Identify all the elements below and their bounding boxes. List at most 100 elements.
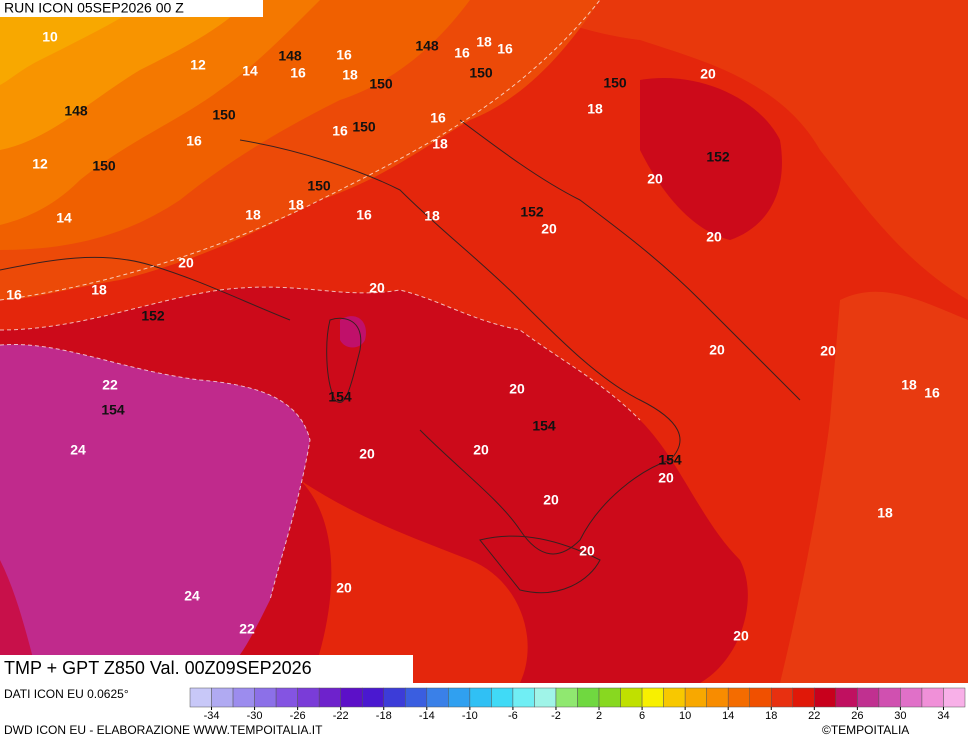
colorbar-box bbox=[792, 687, 815, 708]
colorbar-box bbox=[297, 687, 320, 708]
credit: DWD ICON EU - ELABORAZIONE WWW.TEMPOITAL… bbox=[4, 723, 323, 737]
coast bbox=[459, 119, 801, 401]
colorbar-box bbox=[491, 687, 514, 708]
height-label: 148 bbox=[64, 103, 88, 119]
colorbar-box bbox=[232, 687, 255, 708]
colorbar-box bbox=[749, 687, 772, 708]
temperature-label: 18 bbox=[91, 282, 107, 298]
colorbar-box bbox=[771, 687, 794, 708]
colorbar-box bbox=[706, 687, 729, 708]
temperature-label: 22 bbox=[239, 621, 255, 637]
temperature-label: 16 bbox=[454, 45, 470, 61]
colorbar-box bbox=[254, 687, 277, 708]
temperature-label: 20 bbox=[647, 171, 663, 187]
temperature-label: 20 bbox=[733, 628, 749, 644]
colorbar-box bbox=[878, 687, 901, 708]
temperature-label: 16 bbox=[332, 123, 348, 139]
region bbox=[0, 560, 40, 683]
colorbar-box bbox=[426, 687, 449, 708]
height-label: 154 bbox=[658, 452, 682, 468]
colorbar-box bbox=[534, 687, 557, 708]
region bbox=[0, 344, 310, 683]
temperature-label: 24 bbox=[70, 442, 86, 458]
map-title: TMP + GPT Z850 Val. 00Z09SEP2026 bbox=[4, 658, 312, 678]
colorbar-box bbox=[512, 687, 535, 708]
temperature-label: 24 bbox=[184, 588, 200, 604]
isotherms bbox=[0, 0, 641, 601]
temperature-label: 18 bbox=[245, 207, 261, 223]
colorbar-box bbox=[189, 687, 212, 708]
region bbox=[780, 291, 968, 683]
temperature-label: 20 bbox=[820, 343, 836, 359]
height-label: 152 bbox=[520, 204, 544, 220]
isotherm bbox=[0, 0, 601, 301]
region bbox=[340, 316, 366, 348]
colorbar-tick-label: -2 bbox=[551, 710, 561, 722]
colorbar-box bbox=[448, 687, 471, 708]
colorbar-box bbox=[211, 687, 234, 708]
temperature-label: 20 bbox=[336, 580, 352, 596]
coast bbox=[239, 139, 681, 555]
colorbar-box bbox=[943, 687, 966, 708]
temperature-label: 20 bbox=[541, 221, 557, 237]
colorbar-tick-label: 14 bbox=[722, 710, 734, 722]
height-label: 154 bbox=[101, 402, 125, 418]
colorbar-box bbox=[835, 687, 858, 708]
colorbar-tick-label: 6 bbox=[639, 710, 645, 722]
temperature-label: 20 bbox=[359, 446, 375, 462]
source: DATI ICON EU 0.0625° bbox=[4, 687, 129, 701]
height-label: 154 bbox=[328, 389, 352, 405]
temperature-label: 20 bbox=[706, 229, 722, 245]
colorbar-tick-label: -30 bbox=[247, 710, 263, 722]
colorbar-tick-label: 10 bbox=[679, 710, 691, 722]
height-label: 154 bbox=[532, 418, 556, 434]
height-label: 150 bbox=[603, 75, 627, 91]
colorbar-box bbox=[900, 687, 923, 708]
temperature-label: 20 bbox=[658, 470, 674, 486]
coast bbox=[479, 535, 601, 594]
colorbar-box bbox=[663, 687, 686, 708]
temperature-label: 18 bbox=[288, 197, 304, 213]
colorbar-box bbox=[598, 687, 621, 708]
temperature-label: 12 bbox=[190, 57, 206, 73]
height-label: 152 bbox=[141, 308, 165, 324]
isotherm bbox=[0, 343, 311, 601]
title-box bbox=[0, 655, 413, 683]
temperature-label: 18 bbox=[587, 101, 603, 117]
temperature-label: 18 bbox=[476, 34, 492, 50]
temperature-label: 18 bbox=[901, 377, 917, 393]
colorbar-box bbox=[577, 687, 600, 708]
colorbar-box bbox=[620, 687, 643, 708]
temperature-label: 16 bbox=[290, 65, 306, 81]
isotherm bbox=[0, 286, 641, 421]
colorbar-tick-label: -22 bbox=[333, 710, 349, 722]
height-label: 150 bbox=[307, 178, 331, 194]
header-box bbox=[0, 0, 263, 17]
temperature-label: 16 bbox=[336, 47, 352, 63]
temperature-label: 16 bbox=[430, 110, 446, 126]
region bbox=[640, 78, 782, 240]
colorbar-box bbox=[727, 687, 750, 708]
colorbar-box bbox=[405, 687, 428, 708]
region bbox=[0, 0, 150, 85]
height-label: 150 bbox=[369, 76, 393, 92]
colorbar-box bbox=[361, 687, 385, 708]
temperature-label: 14 bbox=[56, 210, 72, 226]
coast bbox=[326, 317, 362, 403]
colorbar-box bbox=[340, 687, 363, 708]
temperature-label: 20 bbox=[709, 342, 725, 358]
colorbar-box bbox=[383, 687, 406, 708]
colorbar-box bbox=[469, 687, 492, 708]
colorbar-box bbox=[318, 687, 341, 708]
colorbar-box bbox=[684, 687, 707, 708]
colorbar-tick-label: -26 bbox=[290, 710, 306, 722]
colorbar-tick-label: 22 bbox=[808, 710, 820, 722]
colorbar-box bbox=[555, 687, 578, 708]
colorbar-tick-label: -18 bbox=[376, 710, 392, 722]
temperature-label: 16 bbox=[924, 385, 940, 401]
temperature-label: 22 bbox=[102, 377, 118, 393]
colorbar-tick-label: 18 bbox=[765, 710, 777, 722]
temperature-label: 18 bbox=[877, 505, 893, 521]
